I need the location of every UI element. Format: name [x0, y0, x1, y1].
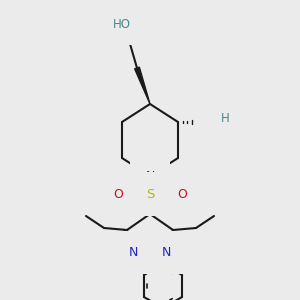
Text: O: O — [210, 116, 220, 128]
Text: H: H — [220, 112, 230, 125]
Text: S: S — [146, 188, 154, 200]
Text: O: O — [113, 188, 123, 200]
Text: N: N — [161, 245, 171, 259]
Text: N: N — [128, 245, 138, 259]
Polygon shape — [135, 67, 150, 104]
Text: HO: HO — [113, 17, 131, 31]
Text: N: N — [145, 169, 155, 182]
Text: O: O — [177, 188, 187, 200]
